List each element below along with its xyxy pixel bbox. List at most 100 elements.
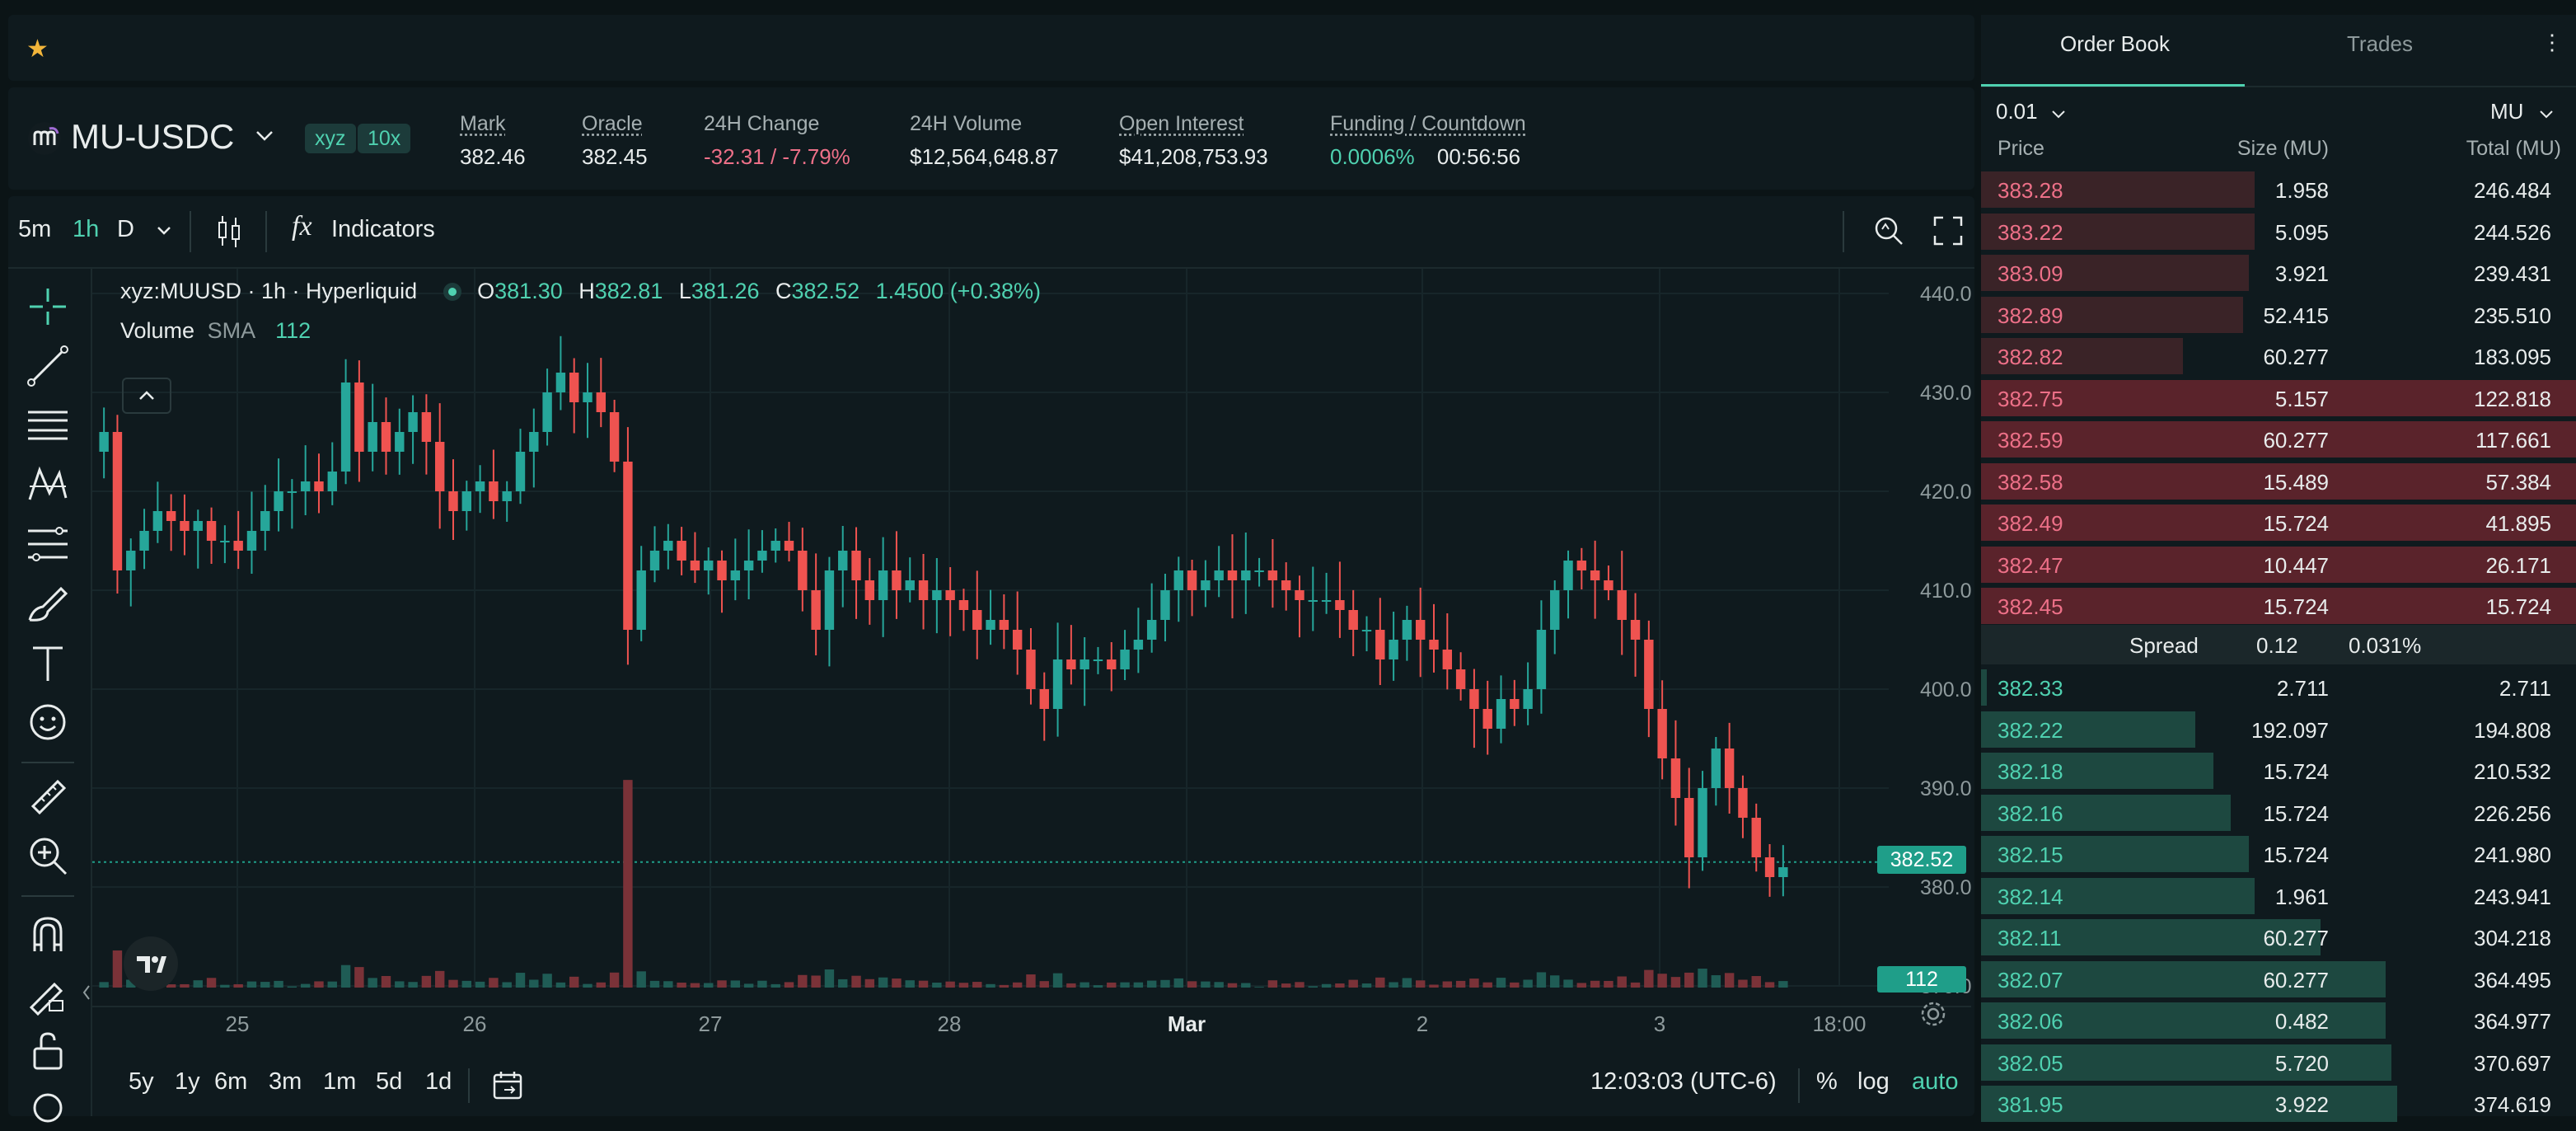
price-chart[interactable]: 440.00 430.00 420.00 410.00 400.00 390.00 380.… xyxy=(92,269,1971,1054)
eye-icon[interactable] xyxy=(25,1085,71,1131)
ask-row[interactable]: 382.45 15.724 15.724 xyxy=(1981,586,2576,626)
tab-order-book[interactable]: Order Book xyxy=(2060,31,2170,56)
magnet-icon[interactable] xyxy=(25,912,71,958)
bid-row[interactable]: 382.33 2.711 2.711 xyxy=(1981,668,2576,707)
market-status-icon xyxy=(443,283,461,301)
volume-bar xyxy=(878,977,888,988)
row-price: 383.22 xyxy=(1998,219,2063,245)
zoom-search-icon[interactable] xyxy=(1872,214,1905,247)
brush-icon[interactable] xyxy=(25,580,71,627)
unlock-icon[interactable] xyxy=(25,1027,71,1073)
ask-row[interactable]: 382.75 5.157 122.818 xyxy=(1981,378,2576,418)
chevron-down-icon[interactable] xyxy=(155,224,173,237)
draw-lock-icon[interactable] xyxy=(25,969,71,1016)
row-total: 15.724 xyxy=(2485,594,2551,619)
ask-row[interactable]: 382.58 15.489 57.384 xyxy=(1981,462,2576,501)
indicators-button[interactable]: Indicators xyxy=(331,216,435,242)
zoom-in-icon[interactable] xyxy=(25,833,71,879)
crosshair-icon[interactable] xyxy=(25,284,71,330)
bid-row[interactable]: 382.16 15.724 226.256 xyxy=(1981,793,2576,833)
settings-gear-icon[interactable] xyxy=(1918,999,1948,1029)
interval-d[interactable]: D xyxy=(117,216,134,242)
candle-body xyxy=(287,491,297,493)
ask-row[interactable]: 382.89 52.415 235.510 xyxy=(1981,295,2576,335)
tab-trades[interactable]: Trades xyxy=(2347,31,2413,56)
star-icon[interactable]: ★ xyxy=(26,35,49,63)
fullscreen-icon[interactable] xyxy=(1933,216,1963,246)
percent-scale-toggle[interactable]: % xyxy=(1816,1068,1838,1095)
clock-time[interactable]: 12:03:03 (UTC-6) xyxy=(1590,1068,1777,1095)
text-tool-icon[interactable] xyxy=(25,640,71,686)
interval-5m[interactable]: 5m xyxy=(18,216,52,242)
row-total: 122.818 xyxy=(2474,386,2551,411)
range-1y[interactable]: 1y xyxy=(175,1068,200,1095)
range-1d[interactable]: 1d xyxy=(425,1068,452,1095)
stat-value: $41,208,753.93 xyxy=(1119,144,1268,169)
expand-arrow-icon[interactable] xyxy=(81,983,92,1002)
volume-bar xyxy=(1644,969,1654,988)
chart-plot-area[interactable]: 440.00 430.00 420.00 410.00 400.00 390.00 380.… xyxy=(92,269,1971,1116)
symbol-selector[interactable]: MU-USDC xyxy=(71,117,235,156)
more-options-icon[interactable]: ⋮ xyxy=(2541,30,2563,54)
fib-retracement-icon[interactable] xyxy=(25,521,71,567)
depth-bar xyxy=(1981,588,2576,624)
volume-bar xyxy=(811,975,821,988)
legend-l-label: L xyxy=(678,279,691,303)
candles-icon[interactable] xyxy=(216,214,244,249)
bid-row[interactable]: 382.22 192.097 194.808 xyxy=(1981,710,2576,749)
range-5d[interactable]: 5d xyxy=(376,1068,403,1095)
bid-row[interactable]: 382.18 15.724 210.532 xyxy=(1981,751,2576,791)
bid-row[interactable]: 382.11 60.277 304.218 xyxy=(1981,917,2576,957)
ask-row[interactable]: 382.82 60.277 183.095 xyxy=(1981,336,2576,376)
candle-body xyxy=(515,452,526,491)
tick-size-select[interactable]: 0.01 xyxy=(1996,99,2038,124)
sma-value: 112 xyxy=(275,318,311,343)
stat-label: Funding / Countdown xyxy=(1330,112,1526,135)
chevron-down-icon[interactable] xyxy=(252,124,277,148)
range-6m[interactable]: 6m xyxy=(214,1068,248,1095)
ask-row[interactable]: 382.49 15.724 41.895 xyxy=(1981,503,2576,542)
tradingview-logo[interactable] xyxy=(124,936,178,991)
ask-row[interactable]: 383.28 1.958 246.484 xyxy=(1981,170,2576,209)
leverage-badge[interactable]: 10x xyxy=(358,124,411,153)
ask-row[interactable]: 383.22 5.095 244.526 xyxy=(1981,212,2576,251)
legend-change: 1.4500 (+0.38%) xyxy=(875,279,1041,303)
stat-label: 24H Volume xyxy=(910,112,1023,135)
log-scale-toggle[interactable]: log xyxy=(1857,1068,1890,1095)
range-1m[interactable]: 1m xyxy=(323,1068,357,1095)
bid-row[interactable]: 382.05 5.720 370.697 xyxy=(1981,1043,2576,1082)
range-3m[interactable]: 3m xyxy=(269,1068,302,1095)
bid-row[interactable]: 382.07 60.277 364.495 xyxy=(1981,960,2576,999)
candle-body xyxy=(1778,867,1788,877)
candle-body xyxy=(354,382,364,452)
auto-scale-toggle[interactable]: auto xyxy=(1912,1068,1959,1095)
unit-select[interactable]: MU xyxy=(2490,99,2524,124)
chevron-down-icon[interactable] xyxy=(2050,109,2067,120)
pattern-icon[interactable] xyxy=(25,462,71,508)
depth-bar xyxy=(1981,711,2195,748)
bid-row[interactable]: 382.06 0.482 364.977 xyxy=(1981,1001,2576,1040)
ask-row[interactable]: 382.59 60.277 117.661 xyxy=(1981,420,2576,459)
horizontal-lines-icon[interactable] xyxy=(25,402,71,448)
volume-bar xyxy=(1267,980,1278,988)
ask-row[interactable]: 383.09 3.921 239.431 xyxy=(1981,253,2576,293)
volume-bar xyxy=(838,978,848,988)
bid-row[interactable]: 382.15 15.724 241.980 xyxy=(1981,834,2576,874)
calendar-goto-icon[interactable] xyxy=(491,1068,524,1101)
emoji-icon[interactable] xyxy=(25,699,71,745)
volume-bar xyxy=(489,978,499,988)
volume-bar xyxy=(1416,980,1426,988)
bid-row[interactable]: 381.95 3.922 374.619 xyxy=(1981,1084,2576,1124)
trend-line-icon[interactable] xyxy=(25,343,71,389)
interval-1h[interactable]: 1h xyxy=(73,216,100,242)
volume-bar xyxy=(704,983,714,988)
collapse-legend-button[interactable] xyxy=(122,378,171,414)
chevron-down-icon[interactable] xyxy=(2538,109,2555,120)
range-5y[interactable]: 5y xyxy=(129,1068,154,1095)
candle-body xyxy=(958,600,969,610)
volume-bar xyxy=(1684,972,1694,988)
row-total: 243.941 xyxy=(2474,884,2551,909)
bid-row[interactable]: 382.14 1.961 243.941 xyxy=(1981,876,2576,916)
ruler-icon[interactable] xyxy=(25,773,71,819)
ask-row[interactable]: 382.47 10.447 26.171 xyxy=(1981,545,2576,584)
